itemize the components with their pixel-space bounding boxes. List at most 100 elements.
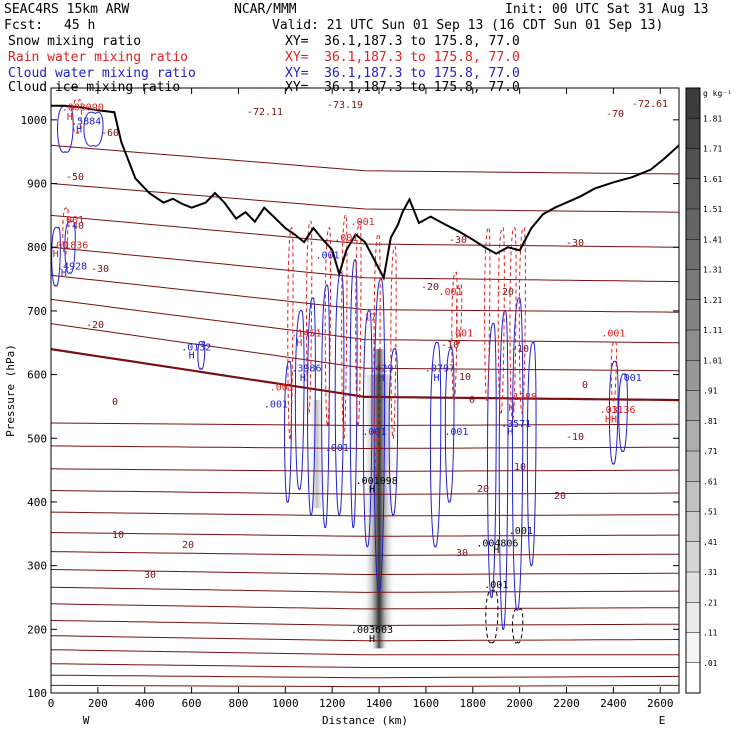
x-tick-label: 2000 bbox=[506, 697, 533, 710]
isotherm-contour bbox=[51, 649, 679, 656]
fcst-value: 45 h bbox=[64, 18, 96, 33]
isotherm-label: 10 bbox=[459, 372, 471, 383]
contour-extreme-label: H bbox=[369, 634, 375, 645]
contour-extreme-label: H bbox=[369, 484, 375, 495]
isotherm-label: -10 bbox=[441, 340, 459, 351]
rain-water-contour bbox=[610, 341, 617, 401]
colorbar-label: 1.01 bbox=[703, 356, 722, 365]
isotherm-label: 10 bbox=[514, 462, 526, 473]
contour-extreme-label: .00 bbox=[50, 240, 68, 251]
colorbar-swatch bbox=[686, 148, 700, 179]
cloud-water-contour bbox=[388, 348, 399, 516]
isotherm-contour bbox=[51, 468, 679, 472]
contour-extreme-label: .0797 bbox=[425, 363, 455, 374]
contour-extreme-label: .001 bbox=[618, 373, 642, 384]
cloud-water-contour bbox=[83, 111, 104, 147]
rain-water-contour bbox=[518, 227, 526, 414]
colorbar-label: .51 bbox=[703, 508, 718, 517]
colorbar-label: 1.71 bbox=[703, 145, 722, 154]
contour-extreme-label: .03 bbox=[600, 405, 618, 416]
colorbar-label: 1.41 bbox=[703, 235, 722, 244]
isotherm-label: 0 bbox=[582, 380, 588, 391]
x-tick-label: 600 bbox=[182, 697, 202, 710]
isotherm-label: 20 bbox=[182, 540, 194, 551]
x-tick-label: 800 bbox=[229, 697, 249, 710]
colorbar-swatch bbox=[686, 360, 700, 391]
cloud-water-contour bbox=[197, 340, 206, 370]
center-title: NCAR/MMM bbox=[234, 2, 297, 17]
contour-extreme-label: .001 bbox=[509, 526, 533, 537]
contour-extreme-label: .0132 bbox=[181, 342, 211, 353]
isotherm-label: -50 bbox=[66, 172, 84, 183]
isotherm-contour bbox=[51, 619, 679, 627]
y-tick-label: 700 bbox=[27, 305, 47, 318]
colorbar-label: 1.21 bbox=[703, 296, 722, 305]
contour-extreme-label: H bbox=[76, 125, 82, 136]
rain-water-contour bbox=[373, 233, 381, 477]
plot-frame bbox=[50, 87, 680, 694]
colorbar-swatch bbox=[686, 269, 700, 300]
contour-extreme-label: .001 bbox=[438, 287, 462, 298]
y-tick-label: 200 bbox=[27, 623, 47, 636]
contour-extreme-label: H bbox=[53, 249, 59, 260]
isotherm-label: 0 bbox=[112, 397, 118, 408]
isotherm-contour bbox=[51, 274, 679, 313]
x-tick-label: 2200 bbox=[553, 697, 580, 710]
isotherm-contour bbox=[51, 490, 679, 495]
x-tick-label: 1000 bbox=[272, 697, 299, 710]
isotherm-contour bbox=[51, 635, 679, 642]
y-tick-label: 400 bbox=[27, 496, 47, 509]
colorbar-swatch bbox=[686, 632, 700, 663]
colorbar-label: 1.81 bbox=[703, 114, 722, 123]
rain-water-contour bbox=[484, 227, 491, 401]
colorbar-swatch bbox=[686, 481, 700, 512]
isotherm-contour bbox=[51, 674, 679, 679]
contour-extreme-label: H bbox=[61, 268, 67, 279]
cloud-water-contour bbox=[57, 105, 74, 153]
colorbar-swatch bbox=[686, 299, 700, 330]
isotherm-contour bbox=[51, 663, 679, 668]
x-axis-label: Distance (km) bbox=[322, 714, 408, 727]
isotherm-label: 20 bbox=[477, 484, 489, 495]
rain-water-contour bbox=[497, 227, 505, 414]
contour-extreme-label: .1136 bbox=[605, 405, 635, 416]
east-endpoint: E bbox=[659, 714, 666, 727]
rain-water-contour bbox=[355, 221, 362, 427]
cloud-water-contour bbox=[511, 297, 524, 611]
y-tick-label: 500 bbox=[27, 432, 47, 445]
isotherm-contour bbox=[51, 183, 679, 213]
contour-extreme-label: .0030 bbox=[62, 102, 92, 113]
colorbar-label: .71 bbox=[703, 447, 718, 456]
rain-water-contour bbox=[72, 98, 82, 134]
isotherm-label: -30 bbox=[566, 238, 584, 249]
colorbar-swatch bbox=[686, 88, 700, 119]
cloud-water-contour bbox=[51, 226, 61, 286]
cloud-water-contour bbox=[349, 259, 358, 528]
contour-extreme-label: .004806 bbox=[476, 539, 518, 550]
x-tick-label: 2400 bbox=[600, 697, 627, 710]
isotherm-label: -10 bbox=[511, 344, 529, 355]
colorbar-label: .61 bbox=[703, 477, 718, 486]
colorbar-swatch bbox=[686, 118, 700, 149]
contour-extreme-label: .001 bbox=[601, 328, 625, 339]
x-tick-label: 0 bbox=[48, 697, 55, 710]
init-time: Init: 00 UTC Sat 31 Aug 13 bbox=[505, 2, 709, 17]
colorbar-swatch bbox=[686, 572, 700, 603]
cloud-water-contour bbox=[284, 361, 293, 503]
isotherm-label: -20 bbox=[496, 287, 514, 298]
y-tick-label: 600 bbox=[27, 369, 47, 382]
x-tick-label: 2600 bbox=[647, 697, 674, 710]
isotherm-contour bbox=[51, 445, 679, 450]
contour-extreme-label: .001 bbox=[334, 233, 358, 244]
contour-extreme-label: .001 bbox=[264, 400, 288, 411]
isotherm-label: 30 bbox=[456, 548, 468, 559]
contour-extreme-label: .1836 bbox=[58, 240, 88, 251]
isotherm-label: -70 bbox=[606, 109, 624, 120]
fcst-label: Fcst: bbox=[4, 18, 44, 33]
contour-extreme-label: .001 bbox=[325, 443, 349, 454]
y-tick-label: 300 bbox=[27, 560, 47, 573]
contour-extreme-label: .429 bbox=[369, 363, 393, 374]
isotherm-label: -20 bbox=[421, 282, 439, 293]
contour-extreme-label: .001 bbox=[60, 215, 84, 226]
